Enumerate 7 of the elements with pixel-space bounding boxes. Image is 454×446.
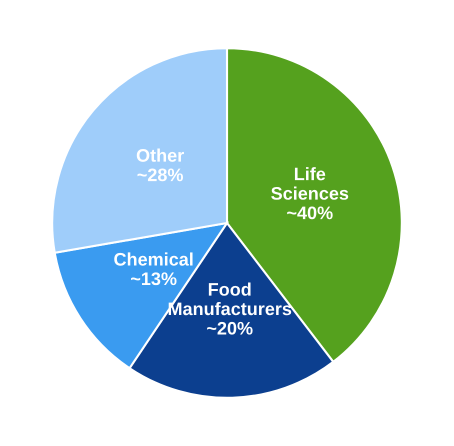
data-label: ~13% [131, 272, 177, 286]
data-label: ~28% [138, 168, 183, 182]
data-label: ~40% [287, 206, 333, 220]
slice-label: Other [136, 148, 184, 162]
slice-label: Life Sciences [271, 167, 348, 200]
data-label: ~20% [207, 322, 253, 335]
slice-label: Chemical [114, 252, 193, 266]
